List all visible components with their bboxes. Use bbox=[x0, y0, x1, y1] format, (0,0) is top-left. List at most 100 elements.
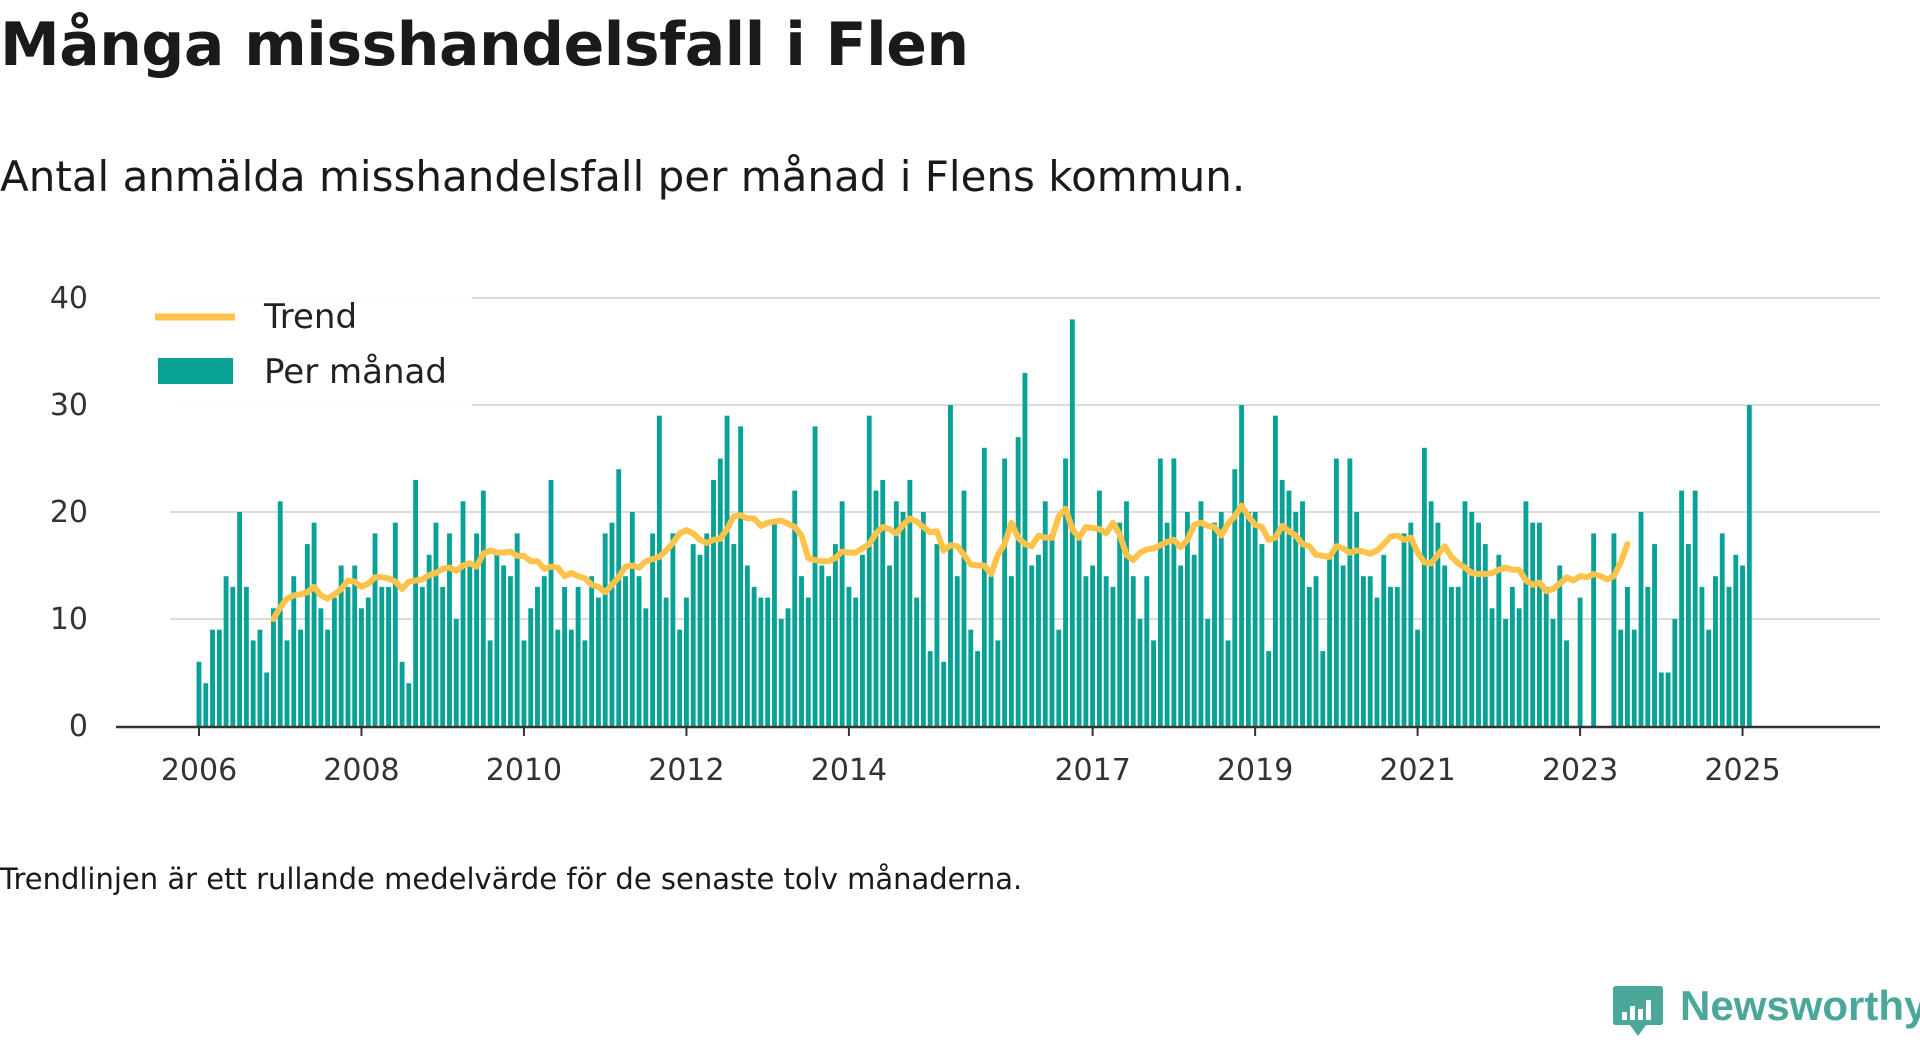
bar bbox=[1239, 405, 1245, 726]
bar bbox=[1272, 415, 1278, 726]
bar bbox=[535, 586, 540, 726]
chart-subtitle: Antal anmälda misshandelsfall per månad … bbox=[0, 152, 1246, 201]
bar bbox=[792, 490, 798, 726]
bar bbox=[1015, 437, 1021, 726]
bar bbox=[1313, 576, 1319, 726]
bar bbox=[507, 576, 513, 726]
y-tick-label: 20 bbox=[50, 495, 88, 530]
bar bbox=[1530, 522, 1536, 726]
bar bbox=[866, 415, 872, 726]
bar bbox=[819, 565, 825, 726]
bar bbox=[805, 597, 811, 726]
bar bbox=[1252, 512, 1258, 726]
bar bbox=[1503, 619, 1509, 726]
x-tick-label: 2023 bbox=[1542, 753, 1618, 788]
x-tick-label: 2017 bbox=[1054, 753, 1130, 788]
bar bbox=[284, 640, 290, 726]
bar bbox=[880, 479, 886, 726]
bar bbox=[1063, 458, 1068, 726]
bar bbox=[1042, 501, 1048, 726]
bar bbox=[372, 533, 378, 726]
bar bbox=[839, 501, 845, 726]
bar bbox=[250, 640, 256, 726]
x-tick-label: 2006 bbox=[161, 753, 237, 788]
bar bbox=[568, 629, 574, 726]
bar bbox=[1191, 554, 1197, 726]
bar bbox=[1638, 512, 1644, 726]
bar bbox=[1266, 651, 1272, 726]
bar bbox=[216, 629, 222, 726]
bar bbox=[521, 640, 527, 726]
bar bbox=[230, 586, 236, 726]
bar bbox=[1692, 490, 1698, 726]
bar bbox=[1198, 501, 1204, 726]
bar bbox=[1117, 522, 1123, 726]
bar bbox=[717, 458, 723, 726]
bar bbox=[467, 565, 473, 726]
bar bbox=[941, 661, 947, 726]
bar bbox=[731, 544, 737, 726]
bar bbox=[636, 576, 642, 726]
bar bbox=[1327, 554, 1333, 726]
bar bbox=[1428, 501, 1434, 726]
bar bbox=[1381, 554, 1387, 726]
bar bbox=[298, 629, 303, 726]
logo-icon bbox=[1613, 986, 1663, 1036]
bar bbox=[832, 544, 838, 726]
bar bbox=[758, 597, 764, 726]
bar bbox=[480, 490, 486, 726]
bar bbox=[1225, 640, 1231, 726]
bar bbox=[697, 554, 703, 726]
bar bbox=[1184, 512, 1190, 726]
bar bbox=[359, 608, 364, 726]
bar bbox=[277, 501, 283, 726]
bar bbox=[1137, 619, 1143, 726]
bar bbox=[1631, 629, 1637, 726]
bar bbox=[765, 597, 771, 726]
bar bbox=[1482, 544, 1488, 726]
bar bbox=[1333, 458, 1339, 726]
x-tick-label: 2021 bbox=[1379, 753, 1455, 788]
bar bbox=[968, 629, 974, 726]
newsworthy-logo[interactable]: Newsworthy bbox=[1612, 980, 1920, 1036]
bar bbox=[1550, 619, 1556, 726]
bar bbox=[1489, 608, 1495, 726]
bar bbox=[243, 586, 249, 726]
bar bbox=[433, 522, 439, 726]
bar bbox=[203, 683, 209, 726]
bar bbox=[1002, 458, 1008, 726]
bar bbox=[1157, 458, 1163, 726]
bar bbox=[602, 533, 608, 726]
bar bbox=[1279, 479, 1285, 726]
bar bbox=[704, 533, 710, 726]
bar bbox=[948, 405, 953, 726]
bar bbox=[616, 469, 622, 726]
bar bbox=[751, 586, 757, 726]
bar bbox=[1103, 576, 1109, 726]
bar bbox=[304, 544, 310, 726]
bar bbox=[196, 661, 202, 726]
bar bbox=[589, 576, 595, 726]
x-tick-label: 2012 bbox=[648, 753, 724, 788]
bar bbox=[1286, 490, 1292, 726]
bar bbox=[1245, 512, 1251, 726]
bar bbox=[873, 490, 879, 726]
bar bbox=[744, 565, 750, 726]
bar bbox=[1469, 512, 1475, 726]
bar bbox=[643, 608, 649, 726]
bar bbox=[1029, 565, 1035, 726]
bar bbox=[812, 426, 818, 726]
bar bbox=[426, 554, 432, 726]
bar bbox=[1645, 586, 1651, 726]
bar bbox=[1164, 522, 1170, 726]
bar bbox=[575, 586, 581, 726]
bar bbox=[1679, 490, 1685, 726]
bar bbox=[494, 554, 500, 726]
bar bbox=[325, 629, 331, 726]
bar bbox=[785, 608, 791, 726]
legend-label: Per månad bbox=[264, 352, 447, 392]
bar bbox=[271, 608, 276, 726]
bar bbox=[623, 576, 628, 726]
bar bbox=[1719, 533, 1725, 726]
bar bbox=[1232, 469, 1238, 726]
